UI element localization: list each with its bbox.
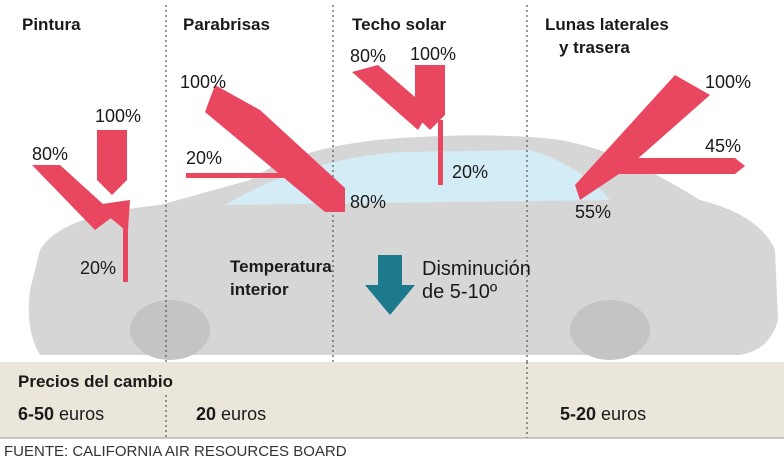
change-label: Disminución	[422, 258, 531, 280]
percent-label: 100%	[180, 72, 226, 92]
percent-label: 20%	[186, 148, 222, 168]
section-title: Parabrisas	[183, 15, 270, 34]
arrow	[186, 173, 296, 178]
percent-label: 100%	[95, 106, 141, 126]
section-title: Techo solar	[352, 15, 447, 34]
arrow	[97, 130, 127, 195]
section-title: y trasera	[559, 38, 630, 57]
price-amount: 6-50	[18, 404, 54, 424]
price-amount: 20	[196, 404, 216, 424]
price: 5-20 euros	[560, 404, 646, 424]
price-unit: euros	[601, 404, 646, 424]
source: FUENTE: CALIFORNIA AIR RESOURCES BOARD	[4, 443, 347, 458]
arrow	[438, 120, 443, 185]
percent-label: 80%	[350, 46, 386, 66]
percent-label: 80%	[32, 144, 68, 164]
arrow	[123, 210, 128, 282]
temperature-label: Temperatura	[230, 257, 332, 276]
percent-label: 20%	[80, 258, 116, 278]
price: 6-50 euros	[18, 404, 104, 424]
percent-label: 20%	[452, 162, 488, 182]
percent-label: 55%	[575, 202, 611, 222]
temperature-label: interior	[230, 280, 289, 299]
change-label: de 5-10º	[422, 281, 498, 303]
section-title: Lunas laterales	[545, 15, 669, 34]
arrow	[610, 158, 745, 174]
percent-label: 80%	[350, 192, 386, 212]
infographic: Pintura Parabrisas Techo solar Lunas lat…	[0, 0, 784, 458]
price: 20 euros	[196, 404, 266, 424]
percent-label: 45%	[705, 136, 741, 156]
price-unit: euros	[59, 404, 104, 424]
wheel	[570, 300, 650, 360]
prices-title: Precios del cambio	[18, 372, 173, 391]
price-amount: 5-20	[560, 404, 596, 424]
percent-label: 100%	[410, 44, 456, 64]
percent-label: 100%	[705, 72, 751, 92]
price-unit: euros	[221, 404, 266, 424]
section-title: Pintura	[22, 15, 81, 34]
wheel	[130, 300, 210, 360]
